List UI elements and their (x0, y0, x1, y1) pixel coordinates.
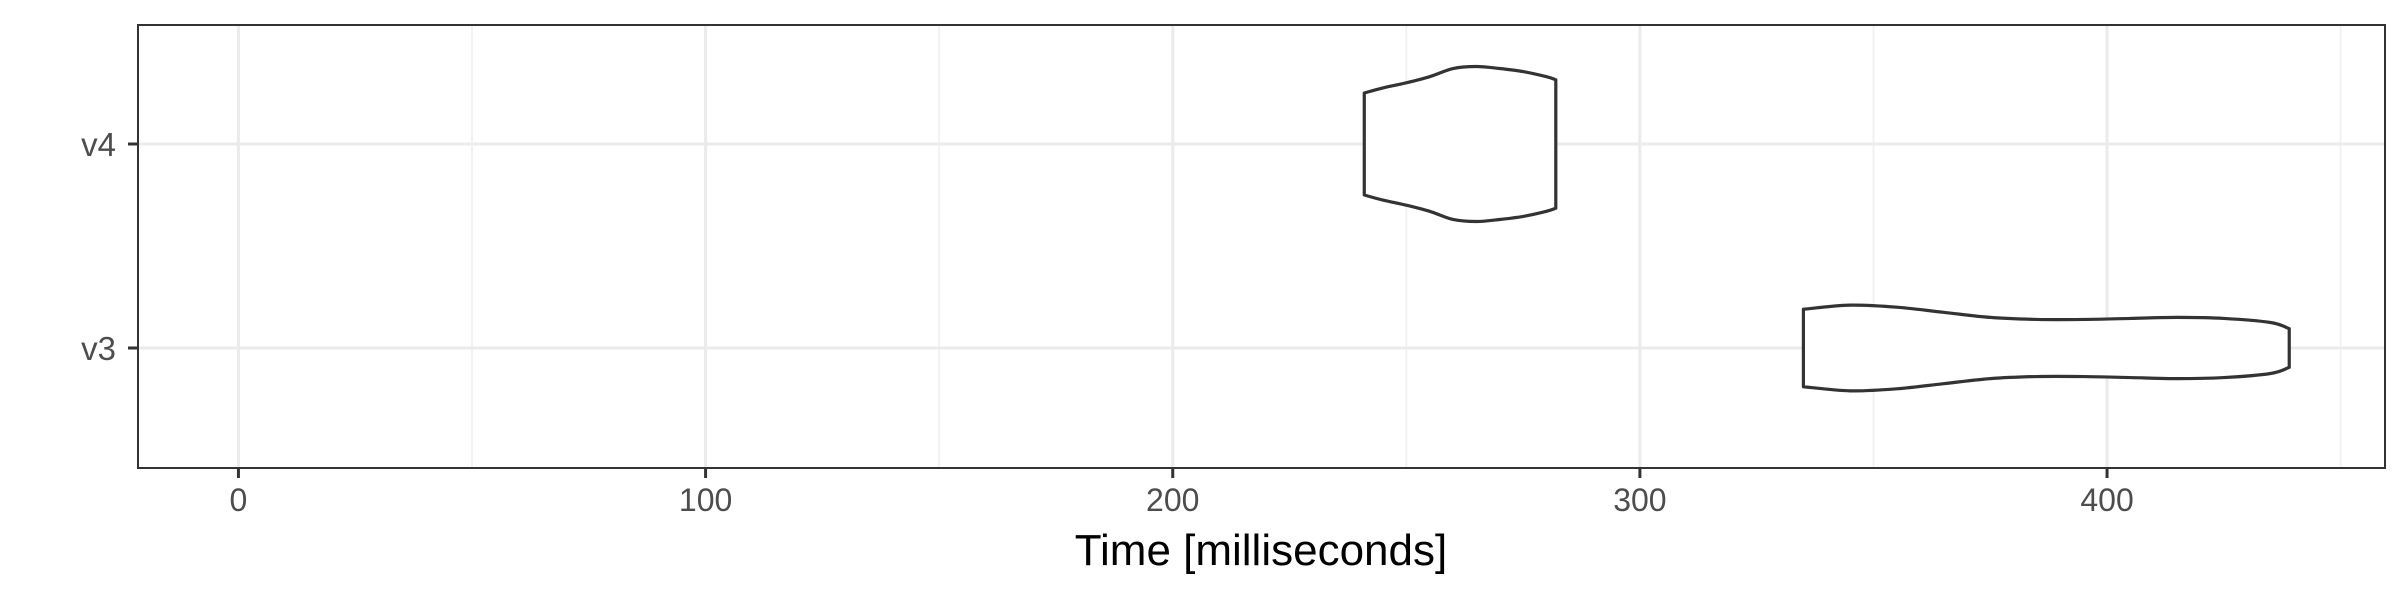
x-tick-label: 100 (679, 482, 732, 518)
violin-v3 (1801, 303, 2291, 393)
y-tick-label-v4: v4 (81, 126, 116, 163)
panel-border (137, 24, 2386, 469)
x-tick-label: 400 (2080, 482, 2133, 518)
major-gridlines (138, 25, 2385, 468)
x-tick-label: 300 (1613, 482, 1666, 518)
violins (1362, 64, 2291, 393)
x-tick-label: 0 (230, 482, 248, 518)
x-axis-title: Time [milliseconds] (1075, 526, 1447, 575)
x-axis-ticks: 0 100 200 300 400 (230, 468, 2134, 518)
y-axis-ticks: v3 v4 (81, 126, 138, 367)
violin-v4 (1362, 64, 1558, 224)
x-tick-label: 200 (1146, 482, 1199, 518)
y-tick-label-v3: v3 (81, 330, 116, 367)
